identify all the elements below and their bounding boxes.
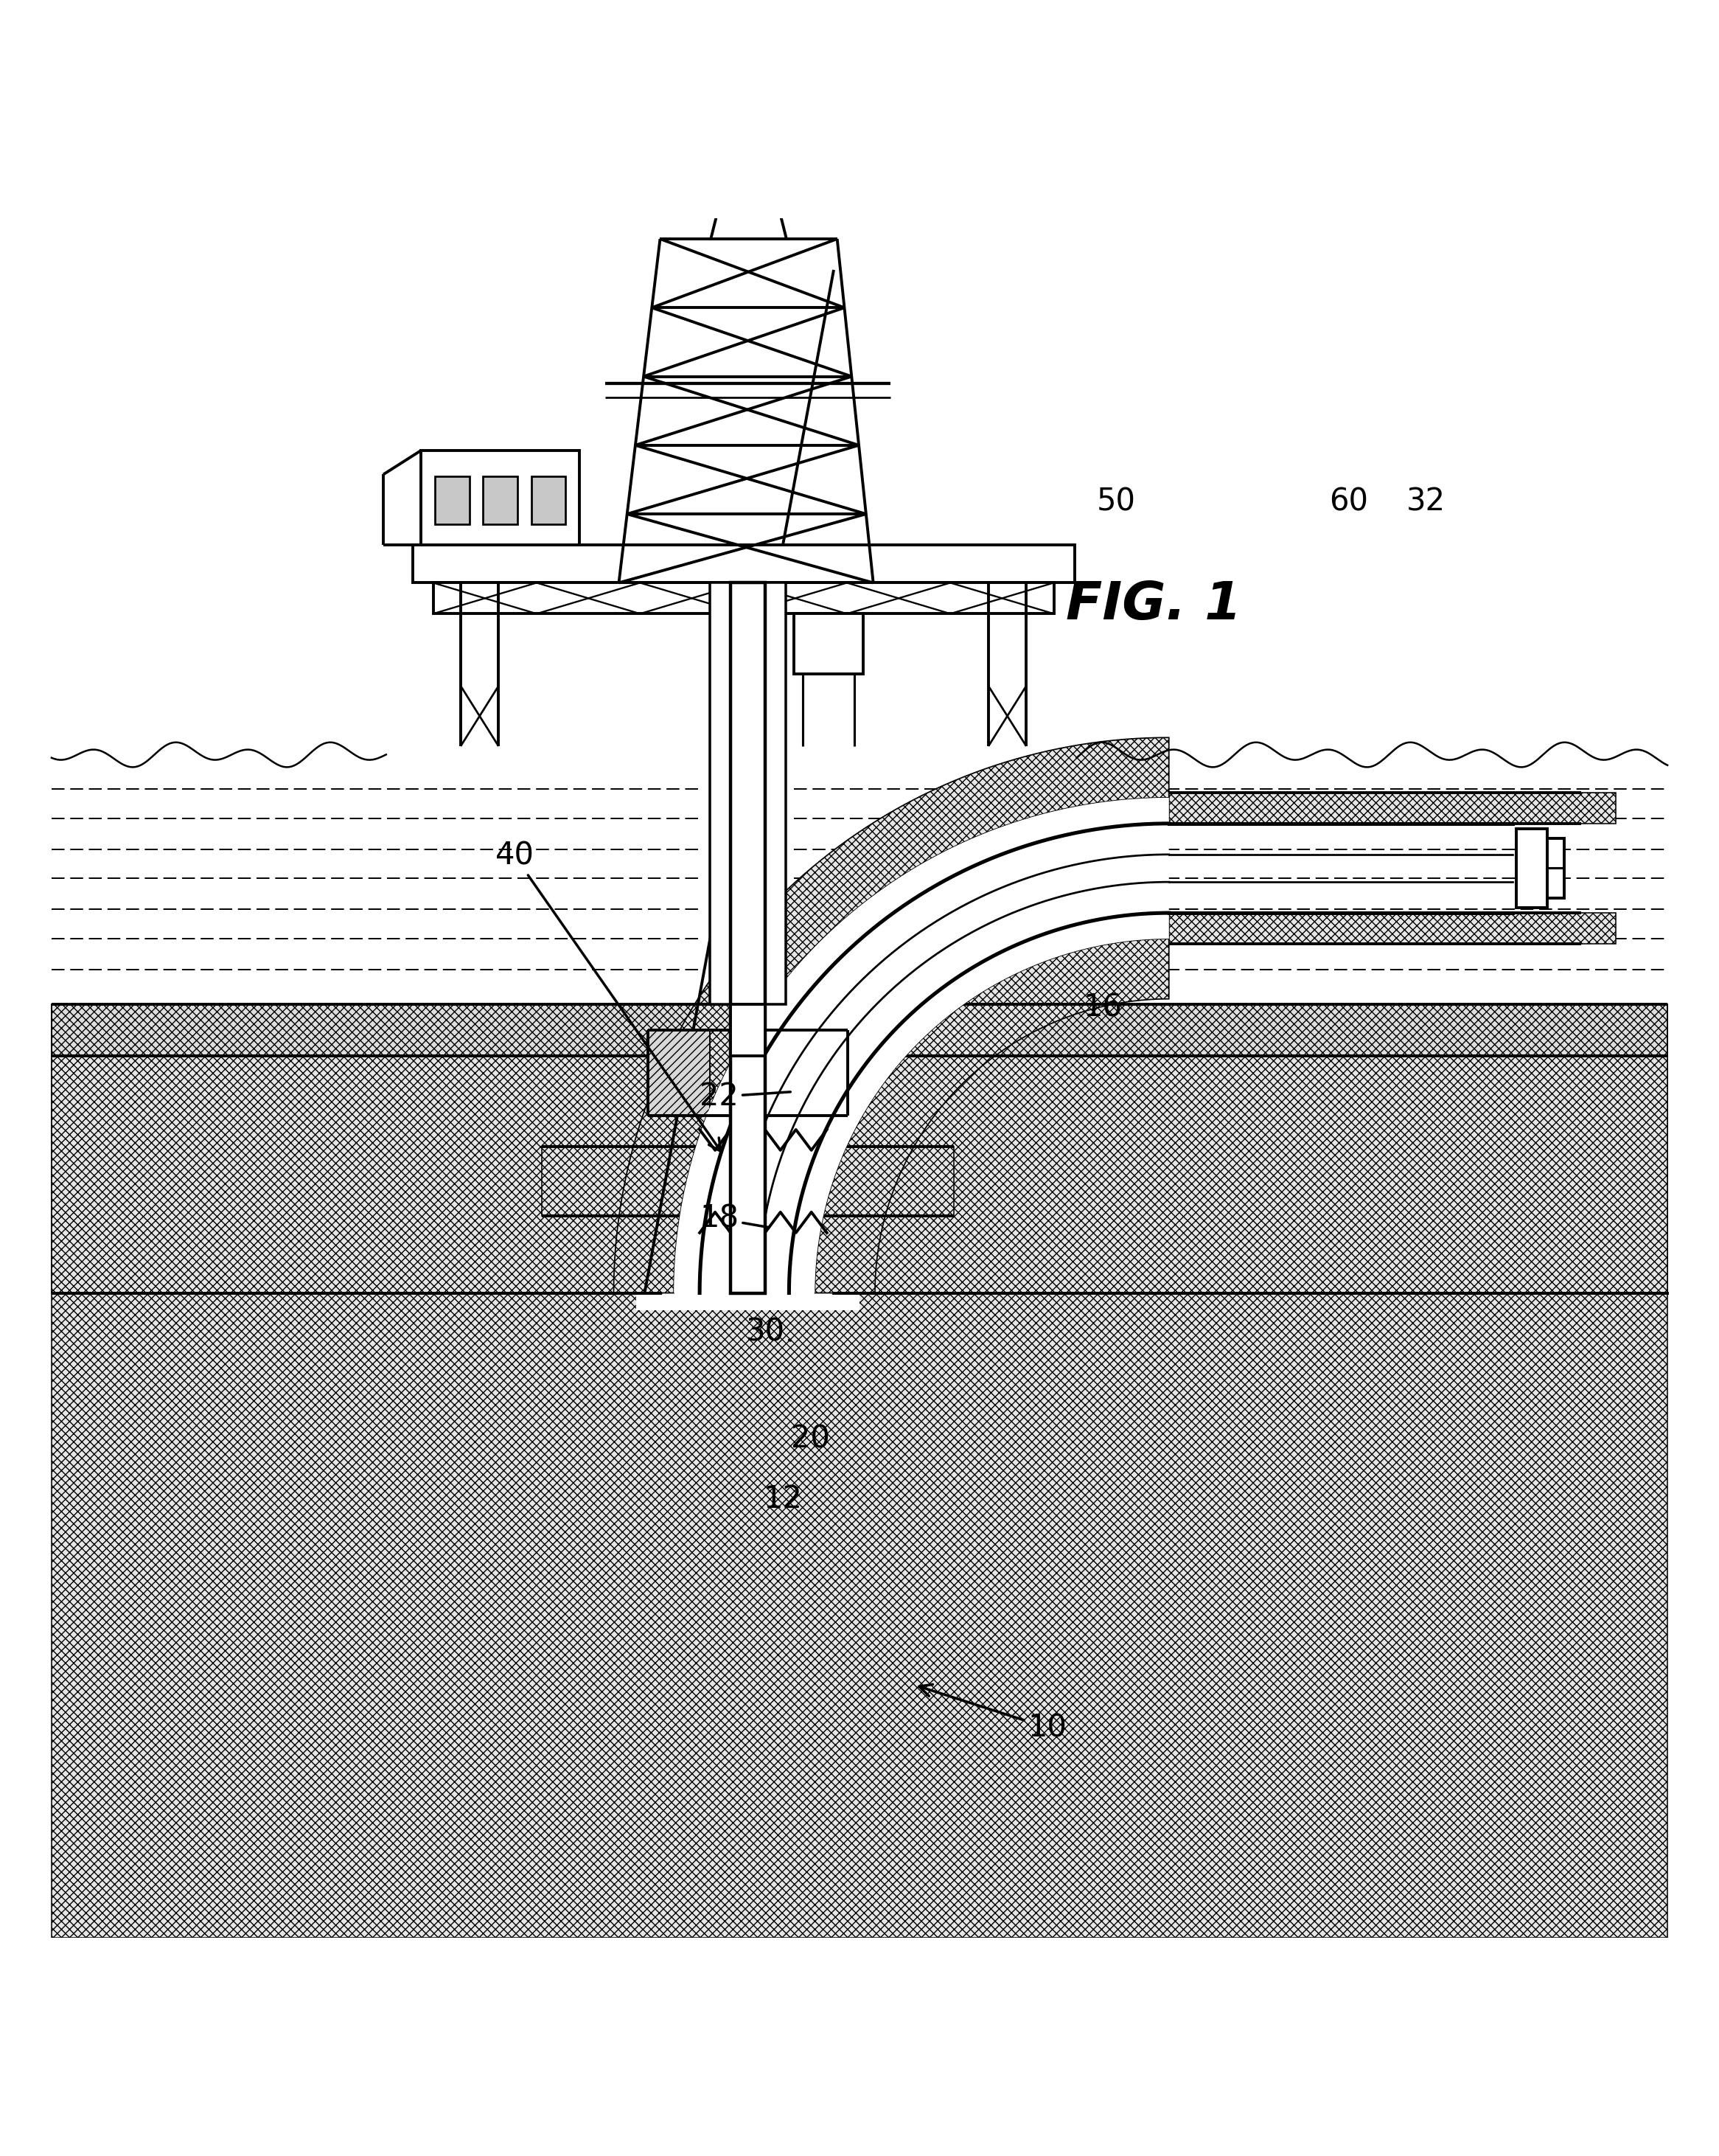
Polygon shape	[834, 1056, 1667, 1294]
Bar	[1516, 828, 1547, 908]
Text: 20: 20	[791, 1423, 830, 1455]
Text: 60: 60	[1329, 487, 1368, 517]
Text: 10: 10	[920, 1684, 1067, 1744]
Text: 40: 40	[495, 841, 720, 1151]
Polygon shape	[674, 798, 1169, 1294]
Polygon shape	[786, 1031, 847, 1117]
Bar	[413, 545, 1074, 582]
Bar	[433, 582, 1054, 614]
Polygon shape	[765, 1147, 954, 1216]
Polygon shape	[725, 164, 770, 198]
Text: 12: 12	[763, 1483, 803, 1514]
Polygon shape	[712, 190, 787, 239]
Polygon shape	[1169, 793, 1616, 824]
Text: 22: 22	[700, 1080, 791, 1112]
Bar	[794, 614, 863, 675]
Polygon shape	[52, 1005, 1667, 1056]
Polygon shape	[648, 1031, 710, 1117]
Text: FIG. 1: FIG. 1	[1066, 580, 1241, 630]
Text: 50: 50	[1097, 487, 1136, 517]
Bar	[1547, 839, 1564, 899]
Polygon shape	[636, 1056, 860, 1311]
Text: 16: 16	[1083, 992, 1123, 1022]
Polygon shape	[541, 1147, 731, 1216]
Bar	[483, 476, 517, 524]
Bar	[731, 1005, 765, 1056]
Polygon shape	[52, 1056, 1667, 1938]
Polygon shape	[815, 938, 1169, 1294]
Polygon shape	[614, 737, 1169, 1294]
Text: 18: 18	[700, 1203, 768, 1233]
Polygon shape	[1169, 912, 1616, 944]
Bar	[435, 476, 469, 524]
Text: 32: 32	[1406, 487, 1446, 517]
Bar	[421, 451, 579, 545]
Bar	[710, 582, 786, 1005]
Text: 30: 30	[746, 1317, 791, 1348]
Polygon shape	[52, 1056, 662, 1294]
Bar	[531, 476, 566, 524]
Bar	[731, 582, 765, 1294]
